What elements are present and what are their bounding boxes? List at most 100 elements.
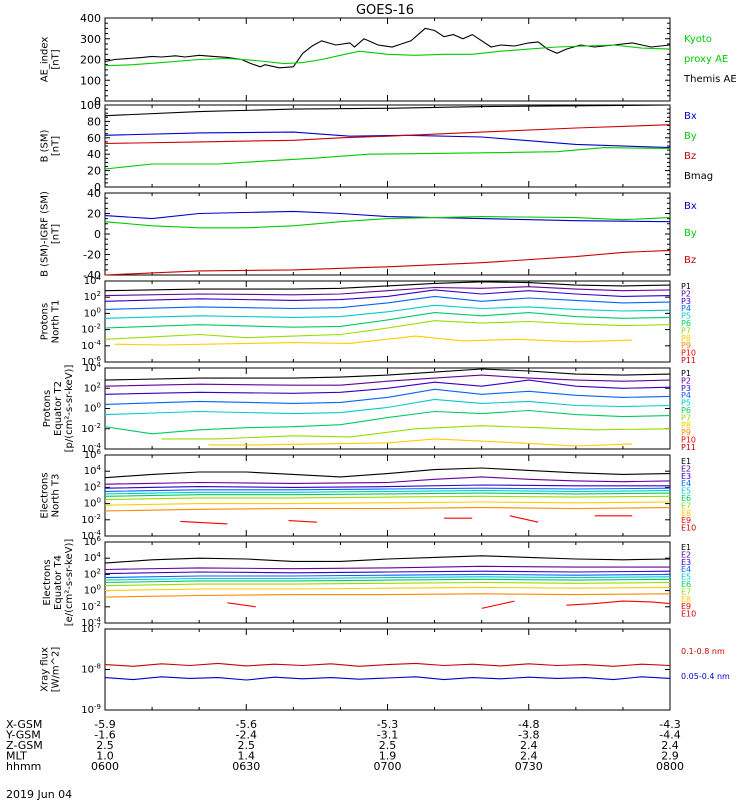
y-tick-label: -20 <box>83 249 101 262</box>
series-line <box>104 295 671 310</box>
series-line <box>104 573 671 579</box>
y-axis-label: ProtonsNorth T1 <box>40 300 62 344</box>
legend-entry: P11 <box>681 356 696 365</box>
y-tick-label: 0 <box>94 181 101 194</box>
legend-entry: P5 <box>681 399 691 408</box>
series-line <box>104 495 671 501</box>
series-line <box>566 600 671 606</box>
orbit-row-value: 0800 <box>656 760 684 773</box>
y-tick-label: 104 <box>84 551 102 564</box>
series-line <box>104 576 671 581</box>
series-line <box>104 388 671 405</box>
series-line <box>104 467 671 479</box>
y-axis-label: B (SM)[nT] <box>40 129 62 162</box>
legend-entry: P7 <box>681 413 691 422</box>
y-tick-label: 106 <box>84 535 102 548</box>
panel-frame <box>104 104 671 188</box>
legend-entry: By <box>684 228 697 239</box>
legend-entry: E5 <box>681 487 691 496</box>
legend-entry: E5 <box>681 573 691 582</box>
orbit-row-value: 0700 <box>374 760 402 773</box>
legend-entry: E4 <box>681 565 691 574</box>
legend-entry: Bx <box>684 201 697 212</box>
legend-entry: E9 <box>681 602 691 611</box>
y-tick-label: 10-8 <box>81 663 101 676</box>
orbit-row-value: -5.6 <box>236 718 257 731</box>
orbit-row-value: 0600 <box>91 760 119 773</box>
series-line <box>104 131 671 149</box>
orbit-row-value: 0630 <box>232 760 260 773</box>
orbit-row-label: MLT <box>6 750 27 763</box>
panel-1: 0 100 200 300 400 AE_index[nT] Kyoto proxy AE Th… <box>40 12 737 108</box>
series-line <box>288 520 317 523</box>
y-tick-label: 80 <box>87 115 101 128</box>
panel-8: 10-9 10-8 10-7 Xray flux[W/m^2] 0.1-0.8 nm 0.… <box>40 622 731 716</box>
series-line <box>104 281 671 292</box>
y-tick-label: 400 <box>80 12 101 25</box>
y-axis-label: AE_index[nT] <box>40 37 62 83</box>
y-tick-label: 102 <box>84 567 101 580</box>
date-label: 2019 Jun 04 <box>6 788 72 800</box>
y-tick-label: 100 <box>84 306 101 319</box>
y-tick-label: 0 <box>94 228 101 241</box>
orbit-row-label: X-GSM <box>6 718 42 731</box>
legend-entry: P1 <box>681 282 691 291</box>
y-axis-label: ProtonsEquator T2[p/(cm²-s-sr-keV)] <box>42 365 75 453</box>
series-line <box>208 438 633 447</box>
series-line <box>104 216 671 229</box>
orbit-row-value: 1.9 <box>379 750 397 763</box>
panel-3: -40 -20 0 20 40 B (SM)-IGRF (SM)[nT] Bx By Bz <box>40 187 697 282</box>
y-tick-label: 10-2 <box>81 600 101 613</box>
orbit-row-value: -1.6 <box>94 729 115 742</box>
y-axis-label: ElectronsEquator T4[e/(cm²-s-sr-keV)] <box>42 539 75 627</box>
panel-frame <box>104 628 671 711</box>
legend-entry: P3 <box>681 384 691 393</box>
panel-frame <box>104 280 671 363</box>
legend-entry: P6 <box>681 319 691 328</box>
y-tick-label: 300 <box>80 33 101 46</box>
series-line <box>104 586 671 592</box>
legend-entry: By <box>684 131 697 142</box>
series-line <box>104 570 671 575</box>
legend-entry: P4 <box>681 391 691 400</box>
legend-entry: P9 <box>681 341 691 350</box>
y-tick-label: -40 <box>83 269 101 282</box>
series-line <box>180 520 228 525</box>
series-line <box>104 581 671 587</box>
y-tick-label: 10-9 <box>81 703 101 716</box>
orbit-row-value: -5.3 <box>377 718 398 731</box>
orbit-row-value: -3.1 <box>377 729 398 742</box>
orbit-row-value: 2.5 <box>96 739 114 752</box>
y-tick-label: 102 <box>84 381 101 394</box>
orbit-row-value: -4.8 <box>518 718 539 731</box>
orbit-row-value: -5.9 <box>94 718 115 731</box>
series-line <box>104 320 671 340</box>
orbit-row-label: Y-GSM <box>5 729 41 742</box>
legend-entry: P3 <box>681 297 691 306</box>
legend-entry: E7 <box>681 501 691 510</box>
legend-entry: Bmag <box>684 171 713 182</box>
y-tick-label: 10-2 <box>81 422 101 435</box>
y-tick-label: 100 <box>84 584 101 597</box>
series-line <box>104 578 671 584</box>
series-line <box>104 304 671 319</box>
y-tick-label: 100 <box>84 497 101 510</box>
legend-entry: E6 <box>681 494 691 503</box>
series-line <box>104 44 671 67</box>
series-line <box>104 662 671 667</box>
legend-entry: Bz <box>684 255 696 266</box>
series-line <box>104 555 671 564</box>
y-tick-label: 10-2 <box>81 323 101 336</box>
series-line <box>104 379 671 395</box>
legend-entry: P10 <box>681 436 696 445</box>
legend-entry: E7 <box>681 587 691 596</box>
series-line <box>104 312 671 329</box>
orbit-row-value: -3.8 <box>518 729 539 742</box>
orbit-row-label: Z-GSM <box>6 739 43 752</box>
series-line <box>161 425 671 440</box>
series-line <box>481 600 515 609</box>
y-tick-label: 60 <box>87 132 101 145</box>
y-tick-label: 100 <box>84 402 101 415</box>
legend-entry: P7 <box>681 326 691 335</box>
